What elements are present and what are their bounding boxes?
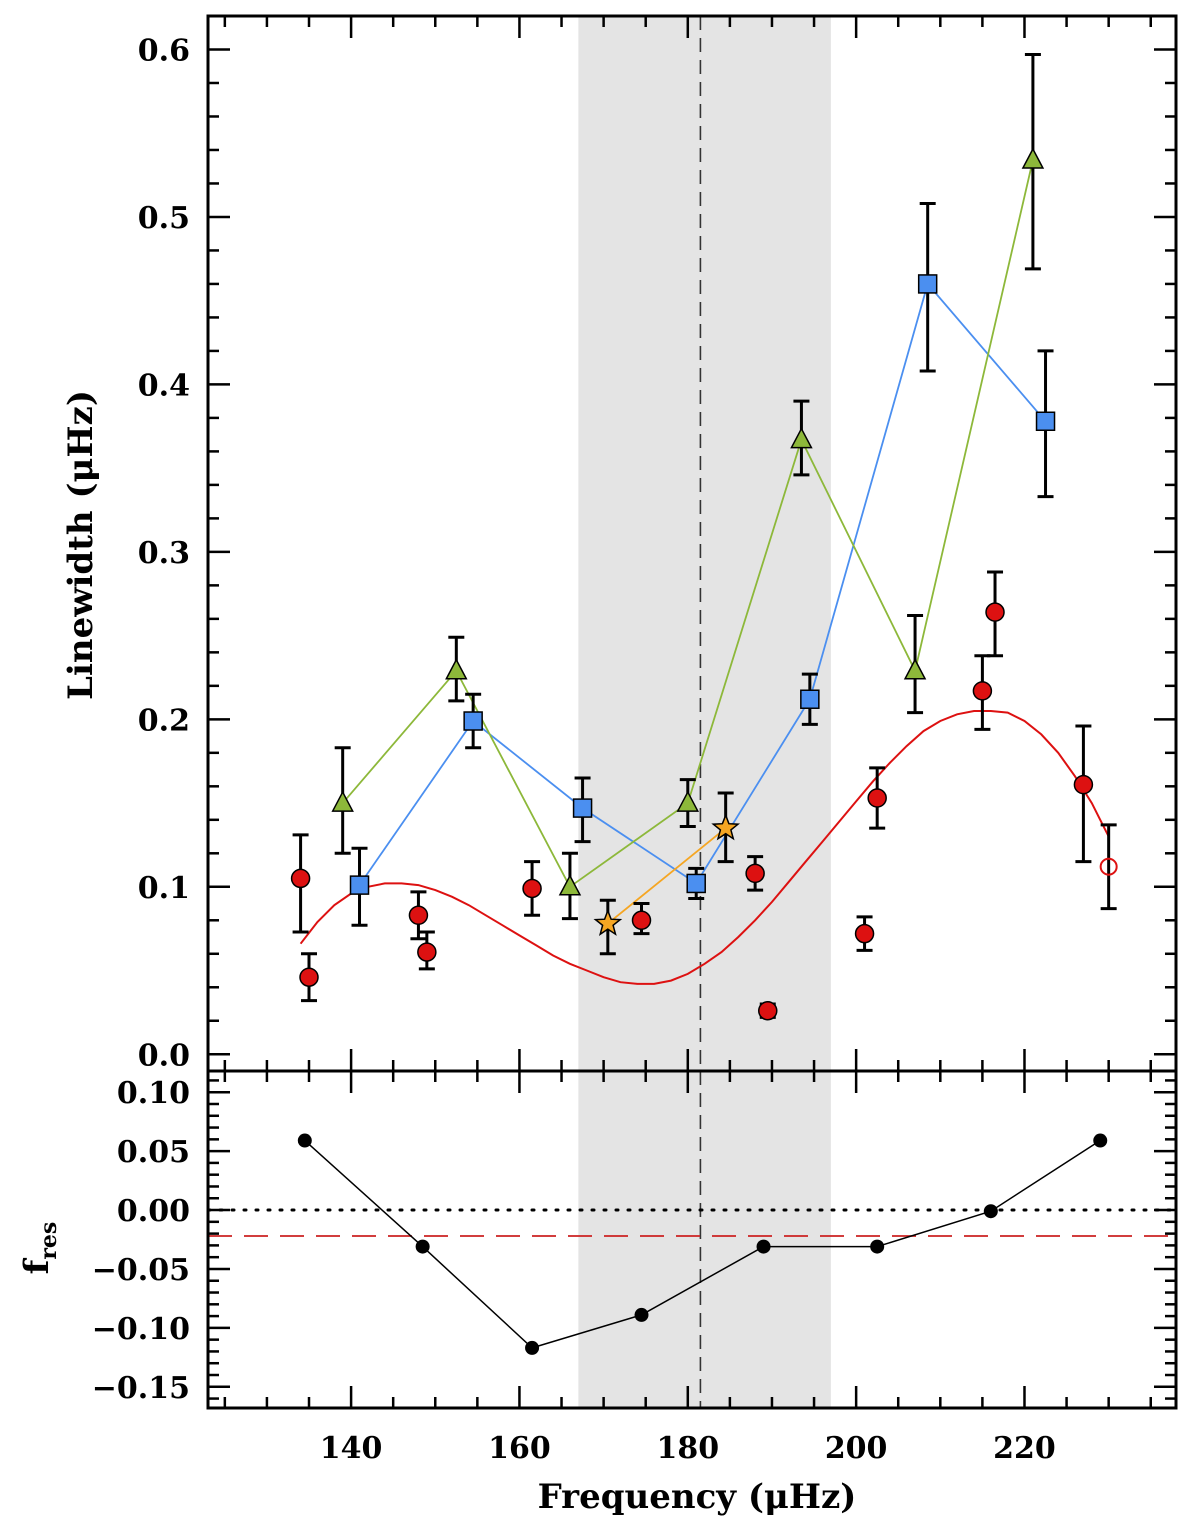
circle-marker-11 [985, 602, 1005, 622]
fres-point-1 [415, 1239, 430, 1254]
square-marker-2 [572, 798, 593, 818]
bottom-y-tick-label: −0.05 [92, 1253, 190, 1288]
x-tick-label: 200 [825, 1431, 888, 1466]
bottom-y-axis-title-main: f [17, 1257, 57, 1274]
bottom-shaded-band [578, 1071, 831, 1408]
x-tick-label: 180 [656, 1431, 719, 1466]
triangle-marker-6 [1021, 147, 1045, 169]
circle-marker-6 [745, 863, 765, 884]
top-y-tick-label: 0.5 [138, 201, 190, 236]
top-y-tick-label: 0.4 [138, 368, 190, 403]
circle-marker-3 [417, 942, 437, 962]
top-shaded-band [578, 16, 831, 1071]
x-tick-label: 140 [320, 1431, 383, 1466]
top-y-tick-label: 0.0 [138, 1038, 190, 1073]
fres-point-0 [297, 1133, 312, 1148]
bottom-y-tick-label: 0.10 [117, 1076, 190, 1111]
x-axis-title: Frequency (μHz) [538, 1477, 857, 1517]
circle-marker-2 [408, 905, 429, 926]
fres-point-3 [634, 1307, 649, 1322]
square-marker-3 [686, 873, 706, 894]
x-tick-label: 160 [488, 1431, 551, 1466]
bottom-panel: 0.10 0.05 0.00 −0.05 −0.10 −0.15 140 160 180 200 2… [92, 1069, 1178, 1466]
bottom-y-tick-label: −0.10 [92, 1312, 190, 1347]
fres-point-6 [983, 1204, 998, 1219]
fit-curve [299, 710, 1110, 985]
bottom-y-axis-title-sub: res [36, 1222, 62, 1260]
fres-point-4 [756, 1239, 771, 1254]
square-marker-1 [463, 711, 483, 731]
orange-series-line [607, 827, 727, 925]
square-marker-4 [800, 689, 820, 709]
fres-point-7 [1093, 1133, 1108, 1148]
triangle-marker-2 [558, 874, 582, 896]
top-y-tick-label: 0.3 [138, 536, 190, 571]
bottom-y-tick-label: 0.05 [117, 1135, 190, 1170]
x-tick-label: 220 [993, 1431, 1056, 1466]
circle-marker-5 [631, 910, 652, 931]
triangle-marker-0 [331, 790, 354, 812]
square-marker-5 [917, 274, 938, 294]
triangle-marker-1 [445, 658, 468, 680]
circle-marker-0 [290, 868, 311, 889]
top-y-axis-title: Linewidth (μHz) [61, 390, 101, 700]
star-marker-1 [711, 813, 740, 841]
triangle-marker-5 [903, 658, 927, 680]
triangle-marker-4 [790, 427, 813, 449]
circle-marker-4 [522, 878, 542, 899]
circle-marker-7 [758, 1000, 778, 1021]
bottom-frame [206, 1069, 1178, 1410]
circle-marker-1 [299, 967, 319, 987]
circle-marker-12 [1073, 774, 1094, 795]
fres-point-2 [525, 1340, 540, 1355]
bottom-y-axis-title: fres [17, 1222, 62, 1275]
bottom-y-tick-label: 0.00 [117, 1194, 190, 1229]
top-panel: 0.0 0.1 0.2 0.3 0.4 0.5 0.6 [138, 14, 1178, 1073]
square-marker-0 [349, 875, 370, 895]
star-marker-0 [593, 908, 623, 936]
error-bar-circle-13 [1100, 823, 1117, 911]
top-y-tick-label: 0.2 [138, 703, 190, 738]
top-y-tick-label: 0.6 [138, 33, 190, 68]
fres-line [304, 1139, 1101, 1349]
circle-marker-9 [867, 788, 887, 808]
triangle-marker-3 [676, 790, 700, 812]
square-marker-6 [1035, 411, 1056, 432]
circle-marker-10 [972, 681, 993, 701]
bottom-y-tick-label: −0.15 [92, 1371, 190, 1406]
top-y-tick-label: 0.1 [138, 871, 190, 906]
fres-point-5 [870, 1239, 885, 1254]
open-circle-marker [1099, 857, 1118, 876]
circle-marker-8 [854, 923, 875, 944]
